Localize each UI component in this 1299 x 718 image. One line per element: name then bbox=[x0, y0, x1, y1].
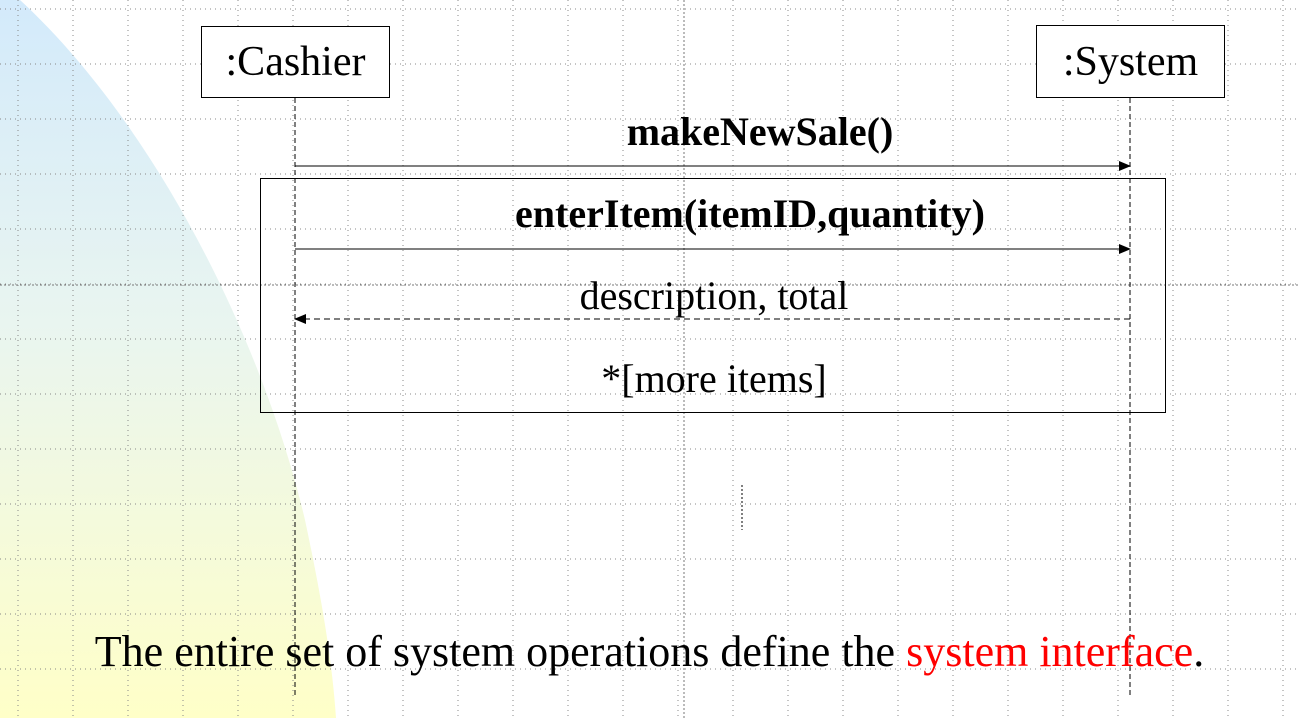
cashier-lifeline-label: :Cashier bbox=[225, 39, 366, 85]
caption: The entire set of system operations defi… bbox=[0, 626, 1299, 677]
system-lifeline-label: :System bbox=[1062, 38, 1199, 85]
caption-suffix: . bbox=[1193, 627, 1205, 676]
system-lifeline-box[interactable]: :System bbox=[1036, 25, 1225, 98]
return-value-label: description, total bbox=[579, 273, 849, 318]
caption-prefix: The entire set of system operations defi… bbox=[94, 627, 907, 676]
make-new-sale-label: makeNewSale() bbox=[626, 109, 894, 154]
enter-item-label: enterItem(itemID,quantity) bbox=[515, 191, 985, 236]
loop-frame bbox=[260, 178, 1166, 413]
cashier-lifeline-box[interactable]: :Cashier bbox=[201, 26, 390, 98]
caption-highlight: system interface bbox=[906, 627, 1194, 676]
loop-guard-label: *[more items] bbox=[601, 356, 827, 401]
